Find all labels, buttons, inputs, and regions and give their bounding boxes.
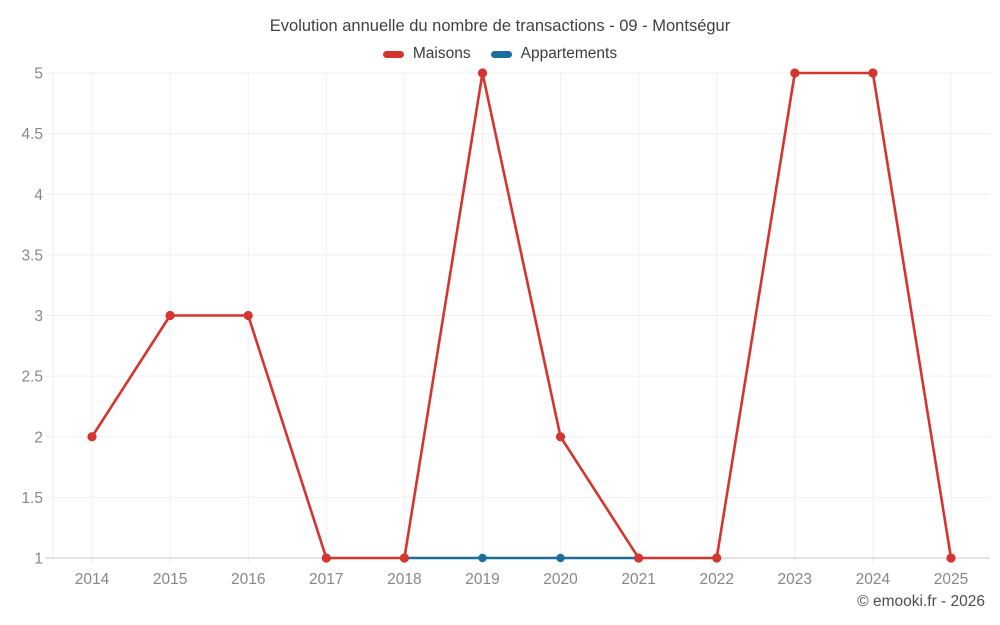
maisons-point[interactable] [946,553,956,563]
maisons-point[interactable] [321,553,331,563]
maisons-point[interactable] [712,553,722,563]
x-tick-label: 2024 [856,571,891,588]
x-tick-label: 2020 [543,571,578,588]
maisons-point[interactable] [868,68,878,78]
y-tick-label: 4.5 [21,126,43,143]
legend-label-appartements: Appartements [520,45,618,62]
maisons-point[interactable] [165,310,175,321]
maisons-point[interactable] [790,68,800,78]
maisons-point[interactable] [477,68,488,78]
y-tick-label: 2 [34,429,43,446]
x-tick-label: 2016 [231,571,265,588]
x-tick-label: 2025 [934,571,968,588]
legend-item-appartements[interactable]: Appartements [490,45,618,63]
x-tick-label: 2022 [699,571,733,588]
maisons-line [90,71,953,560]
y-tick-label: 2.5 [21,369,43,386]
y-tick-label: 3.5 [21,247,43,264]
legend: Maisons Appartements [0,45,1000,63]
appartements-point[interactable] [556,553,565,563]
maisons-point[interactable] [87,432,97,442]
x-tick-label: 2017 [309,571,343,588]
maisons-point[interactable] [243,310,253,321]
maisons-point[interactable] [399,553,409,563]
maisons-point[interactable] [634,553,644,563]
x-tick-label: 2019 [465,571,499,588]
y-tick-label: 5 [34,66,43,83]
legend-label-maisons: Maisons [412,45,471,62]
y-tick-label: 3 [34,308,43,325]
maisons-legend-swatch [382,50,404,58]
copyright-text: © emooki.fr - 2026 [857,593,985,610]
y-tick-label: 1 [34,551,43,568]
x-tick-label: 2021 [621,571,655,588]
legend-item-maisons[interactable]: Maisons [382,45,471,63]
y-tick-label: 1.5 [21,490,43,507]
x-tick-label: 2015 [153,571,187,588]
appartements-legend-swatch [490,50,512,58]
x-tick-label: 2014 [75,571,110,588]
x-tick-label: 2018 [387,571,421,588]
appartements-point[interactable] [478,553,487,563]
chart-title: Evolution annuelle du nombre de transact… [269,17,731,35]
x-tick-label: 2023 [778,571,812,588]
maisons-point[interactable] [555,432,566,442]
y-tick-label: 4 [34,187,43,204]
